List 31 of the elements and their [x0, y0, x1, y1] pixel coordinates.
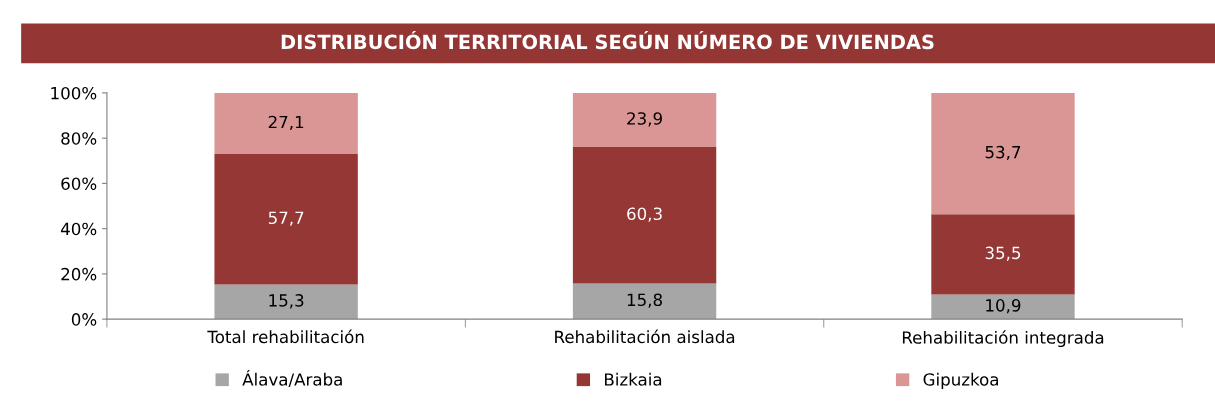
bar [214, 154, 358, 285]
bar [572, 92, 717, 147]
data-label: 60,3 [627, 207, 662, 222]
data-label: 35,5 [985, 246, 1021, 261]
y-tick-label: 20% [61, 267, 97, 281]
bar [214, 284, 358, 320]
data-label: 23,9 [627, 112, 662, 127]
x-tick-label: Total rehabilitación [207, 329, 364, 344]
bar [931, 92, 1075, 215]
data-label: 10,9 [986, 299, 1021, 314]
data-label: 57,7 [268, 211, 304, 226]
y-tick-label: 80% [61, 132, 97, 145]
bar [214, 92, 358, 154]
legend-label: Gipuzkoa [923, 372, 998, 389]
data-label: 15,3 [269, 294, 304, 309]
y-tick-label: 100% [51, 86, 97, 100]
bar [572, 283, 717, 320]
x-tick-label: Rehabilitación integrada [902, 330, 1104, 348]
chart-title: DISTRIBUCIÓN TERRITORIAL SEGÚN NÚMERO DE VIVIENDAS [281, 31, 934, 50]
bar [931, 294, 1075, 320]
legend-label: Álava/Araba [242, 370, 342, 388]
x-tick-label: Rehabilitación aislada [555, 329, 735, 344]
bar [931, 214, 1075, 295]
legend-label: Bizkaia [605, 372, 662, 386]
data-label: 53,7 [985, 145, 1021, 161]
y-tick-label: 0% [71, 313, 97, 326]
y-tick-label: 60% [61, 177, 97, 190]
data-label: 27,1 [268, 115, 304, 130]
bar [572, 146, 717, 284]
data-label: 15,8 [627, 293, 662, 308]
y-tick-label: 40% [60, 222, 97, 236]
